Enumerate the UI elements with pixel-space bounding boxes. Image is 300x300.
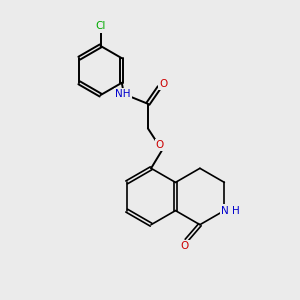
Text: NH: NH (115, 89, 130, 99)
Text: N: N (221, 206, 229, 216)
Text: O: O (181, 241, 189, 251)
Text: H: H (232, 206, 240, 216)
Text: O: O (156, 140, 164, 150)
Text: Cl: Cl (95, 21, 106, 32)
Text: O: O (160, 79, 168, 89)
